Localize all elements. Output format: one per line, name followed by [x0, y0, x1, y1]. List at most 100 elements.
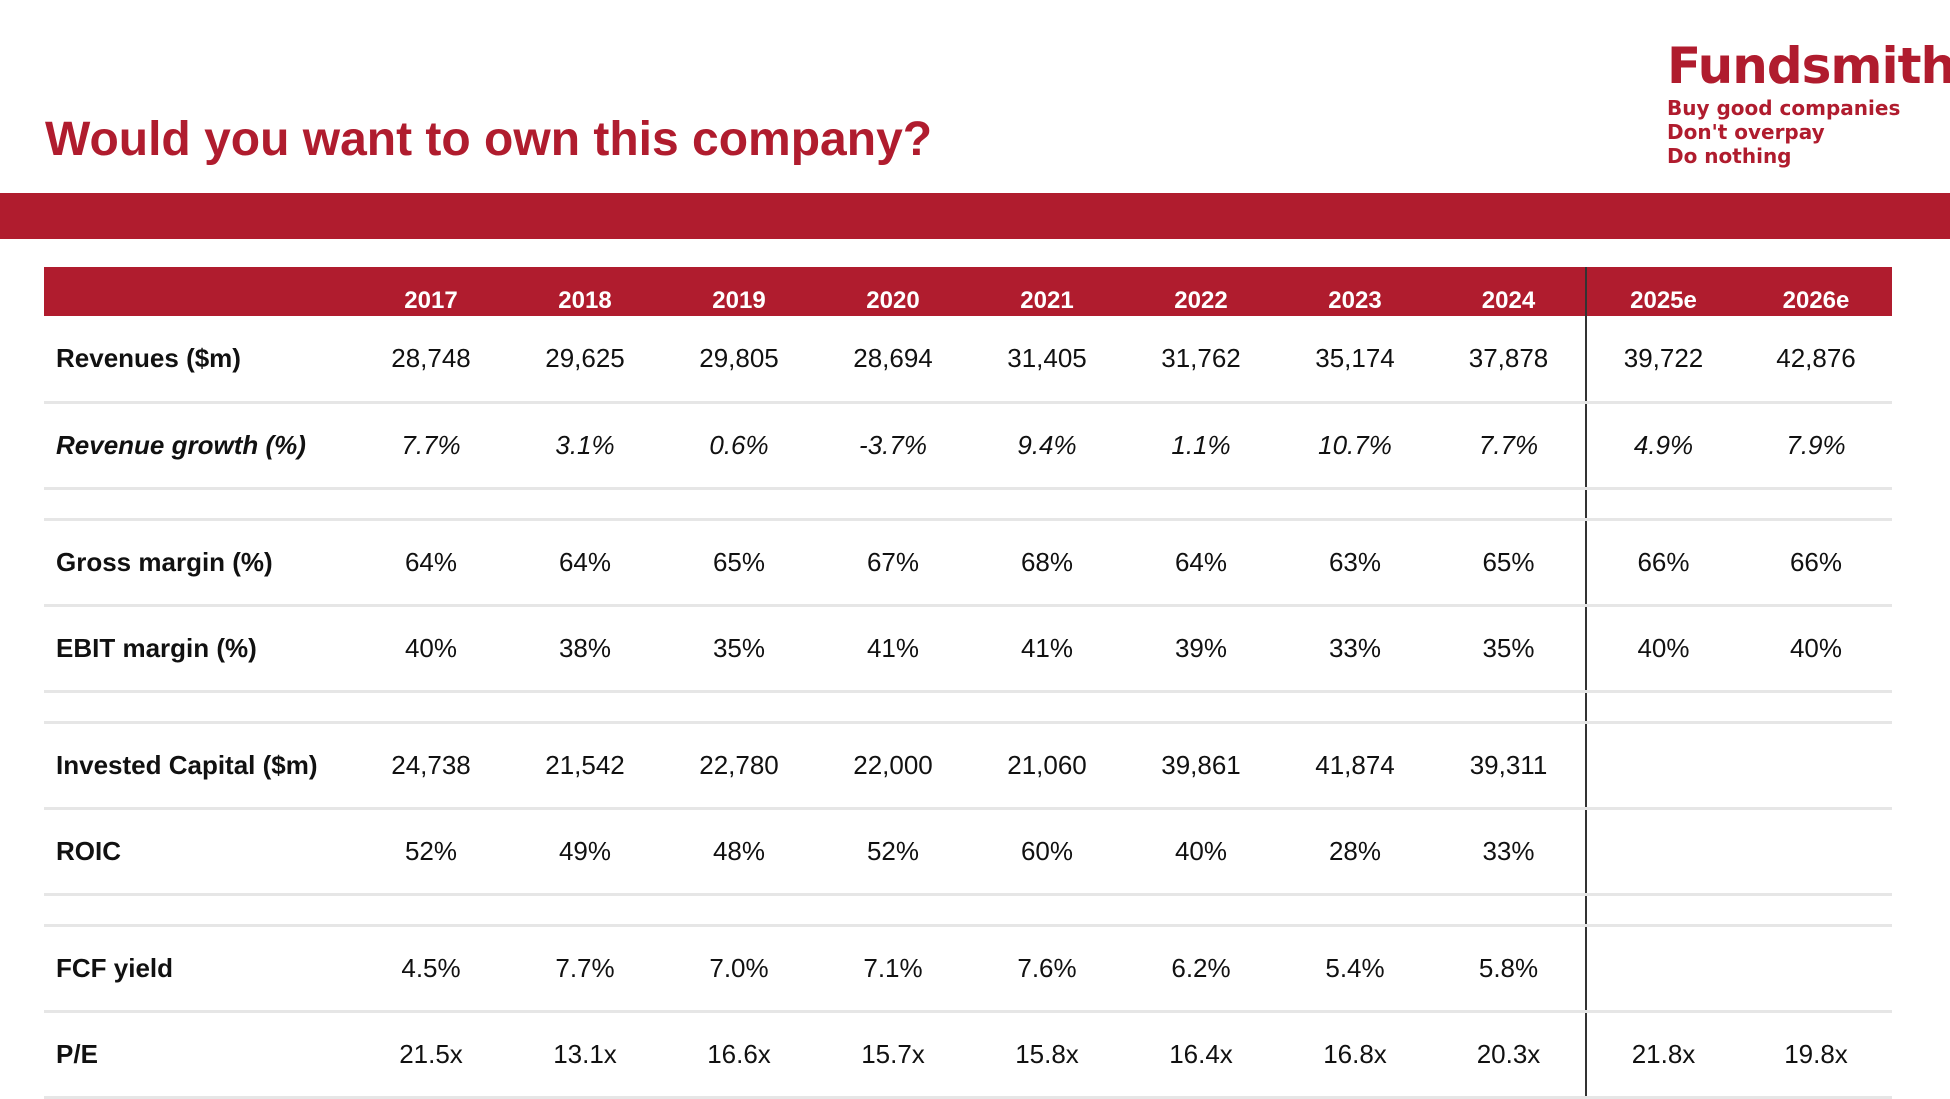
spacer-cell — [1124, 691, 1278, 724]
table-cell: 31,762 — [1124, 316, 1278, 404]
column-header: 2023 — [1278, 267, 1432, 316]
table-cell: 28,694 — [816, 316, 970, 404]
table-cell: 35% — [1432, 605, 1586, 693]
table-cell: 64% — [508, 519, 662, 607]
table-cell: 40% — [354, 605, 508, 693]
spacer-cell — [1278, 488, 1432, 521]
table-cell: 64% — [1124, 519, 1278, 607]
table-cell: 65% — [1432, 519, 1586, 607]
table-cell: 60% — [970, 808, 1124, 896]
spacer-cell — [354, 488, 508, 521]
spacer-cell — [1432, 691, 1586, 724]
table-cell: 65% — [662, 519, 816, 607]
spacer-cell — [508, 691, 662, 724]
header-label-cell — [44, 267, 354, 316]
column-header: 2020 — [816, 267, 970, 316]
table-cell: 40% — [1740, 605, 1892, 693]
brand-tagline-line: Don't overpay — [1667, 120, 1825, 144]
table-cell: 41% — [816, 605, 970, 693]
table-cell: 41% — [970, 605, 1124, 693]
table-cell: 38% — [508, 605, 662, 693]
table-cell: 4.5% — [354, 925, 508, 1013]
column-header: 2017 — [354, 267, 508, 316]
column-header: 2024 — [1432, 267, 1586, 316]
table-cell: 0.6% — [662, 402, 816, 490]
table-cell: 49% — [508, 808, 662, 896]
financials-table: 2017 2018 2019 2020 2021 2022 2023 2024 … — [44, 267, 1892, 1099]
table-cell: 19.8x — [1740, 1011, 1892, 1099]
spacer-cell — [44, 894, 354, 927]
table-cell: 39,861 — [1124, 722, 1278, 810]
spacer-cell — [1585, 691, 1740, 724]
table-cell: -3.7% — [816, 402, 970, 490]
table-cell: 7.6% — [970, 925, 1124, 1013]
table-cell: 64% — [354, 519, 508, 607]
table-cell — [1740, 722, 1892, 810]
table-cell: 1.1% — [1124, 402, 1278, 490]
table-cell: 16.6x — [662, 1011, 816, 1099]
column-header: 2018 — [508, 267, 662, 316]
table-cell: 67% — [816, 519, 970, 607]
table-cell: 22,000 — [816, 722, 970, 810]
table-cell: 20.3x — [1432, 1011, 1586, 1099]
row-label: FCF yield — [44, 925, 354, 1013]
table-row: P/E 21.5x 13.1x 16.6x 15.7x 15.8x 16.4x … — [44, 1011, 1892, 1099]
table-cell: 21,060 — [970, 722, 1124, 810]
table-cell: 13.1x — [508, 1011, 662, 1099]
financials-table-container: 2017 2018 2019 2020 2021 2022 2023 2024 … — [44, 267, 1892, 1099]
spacer-cell — [1740, 691, 1892, 724]
spacer-cell — [508, 894, 662, 927]
row-label: Revenue growth (%) — [44, 402, 354, 490]
brand-tagline-line: Buy good companies — [1667, 96, 1901, 120]
table-row: Gross margin (%) 64% 64% 65% 67% 68% 64%… — [44, 519, 1892, 607]
brand-name: Fundsmith — [1667, 37, 1950, 95]
table-row: ROIC 52% 49% 48% 52% 60% 40% 28% 33% — [44, 808, 1892, 896]
table-cell: 28,748 — [354, 316, 508, 404]
table-cell: 21,542 — [508, 722, 662, 810]
column-header: 2021 — [970, 267, 1124, 316]
table-cell — [1585, 808, 1740, 896]
table-cell: 7.9% — [1740, 402, 1892, 490]
spacer-cell — [508, 488, 662, 521]
brand-logo: Fundsmith Buy good companies Don't overp… — [1667, 36, 1950, 168]
row-label: EBIT margin (%) — [44, 605, 354, 693]
table-cell — [1740, 925, 1892, 1013]
row-label: Gross margin (%) — [44, 519, 354, 607]
spacer-cell — [1278, 691, 1432, 724]
spacer-cell — [662, 691, 816, 724]
spacer-row — [44, 894, 1892, 927]
spacer-cell — [816, 488, 970, 521]
table-row: FCF yield 4.5% 7.7% 7.0% 7.1% 7.6% 6.2% … — [44, 925, 1892, 1013]
table-cell: 33% — [1278, 605, 1432, 693]
column-header: 2025e — [1585, 267, 1740, 316]
table-cell: 16.4x — [1124, 1011, 1278, 1099]
header-band — [0, 193, 1950, 239]
spacer-cell — [1124, 488, 1278, 521]
table-cell: 22,780 — [662, 722, 816, 810]
spacer-cell — [1432, 894, 1586, 927]
table-cell: 33% — [1432, 808, 1586, 896]
spacer-cell — [44, 488, 354, 521]
table-cell: 4.9% — [1585, 402, 1740, 490]
spacer-cell — [816, 894, 970, 927]
table-cell: 5.4% — [1278, 925, 1432, 1013]
spacer-cell — [354, 894, 508, 927]
spacer-cell — [354, 691, 508, 724]
spacer-cell — [662, 894, 816, 927]
table-cell: 68% — [970, 519, 1124, 607]
table-cell — [1585, 722, 1740, 810]
spacer-cell — [1278, 894, 1432, 927]
table-cell: 39,722 — [1585, 316, 1740, 404]
spacer-cell — [816, 691, 970, 724]
table-cell: 63% — [1278, 519, 1432, 607]
table-cell: 7.7% — [508, 925, 662, 1013]
table-row: Invested Capital ($m) 24,738 21,542 22,7… — [44, 722, 1892, 810]
spacer-cell — [1585, 894, 1740, 927]
table-cell: 35% — [662, 605, 816, 693]
table-cell: 10.7% — [1278, 402, 1432, 490]
table-cell: 21.5x — [354, 1011, 508, 1099]
table-cell: 66% — [1740, 519, 1892, 607]
spacer-row — [44, 691, 1892, 724]
table-cell: 15.7x — [816, 1011, 970, 1099]
table-cell — [1740, 808, 1892, 896]
